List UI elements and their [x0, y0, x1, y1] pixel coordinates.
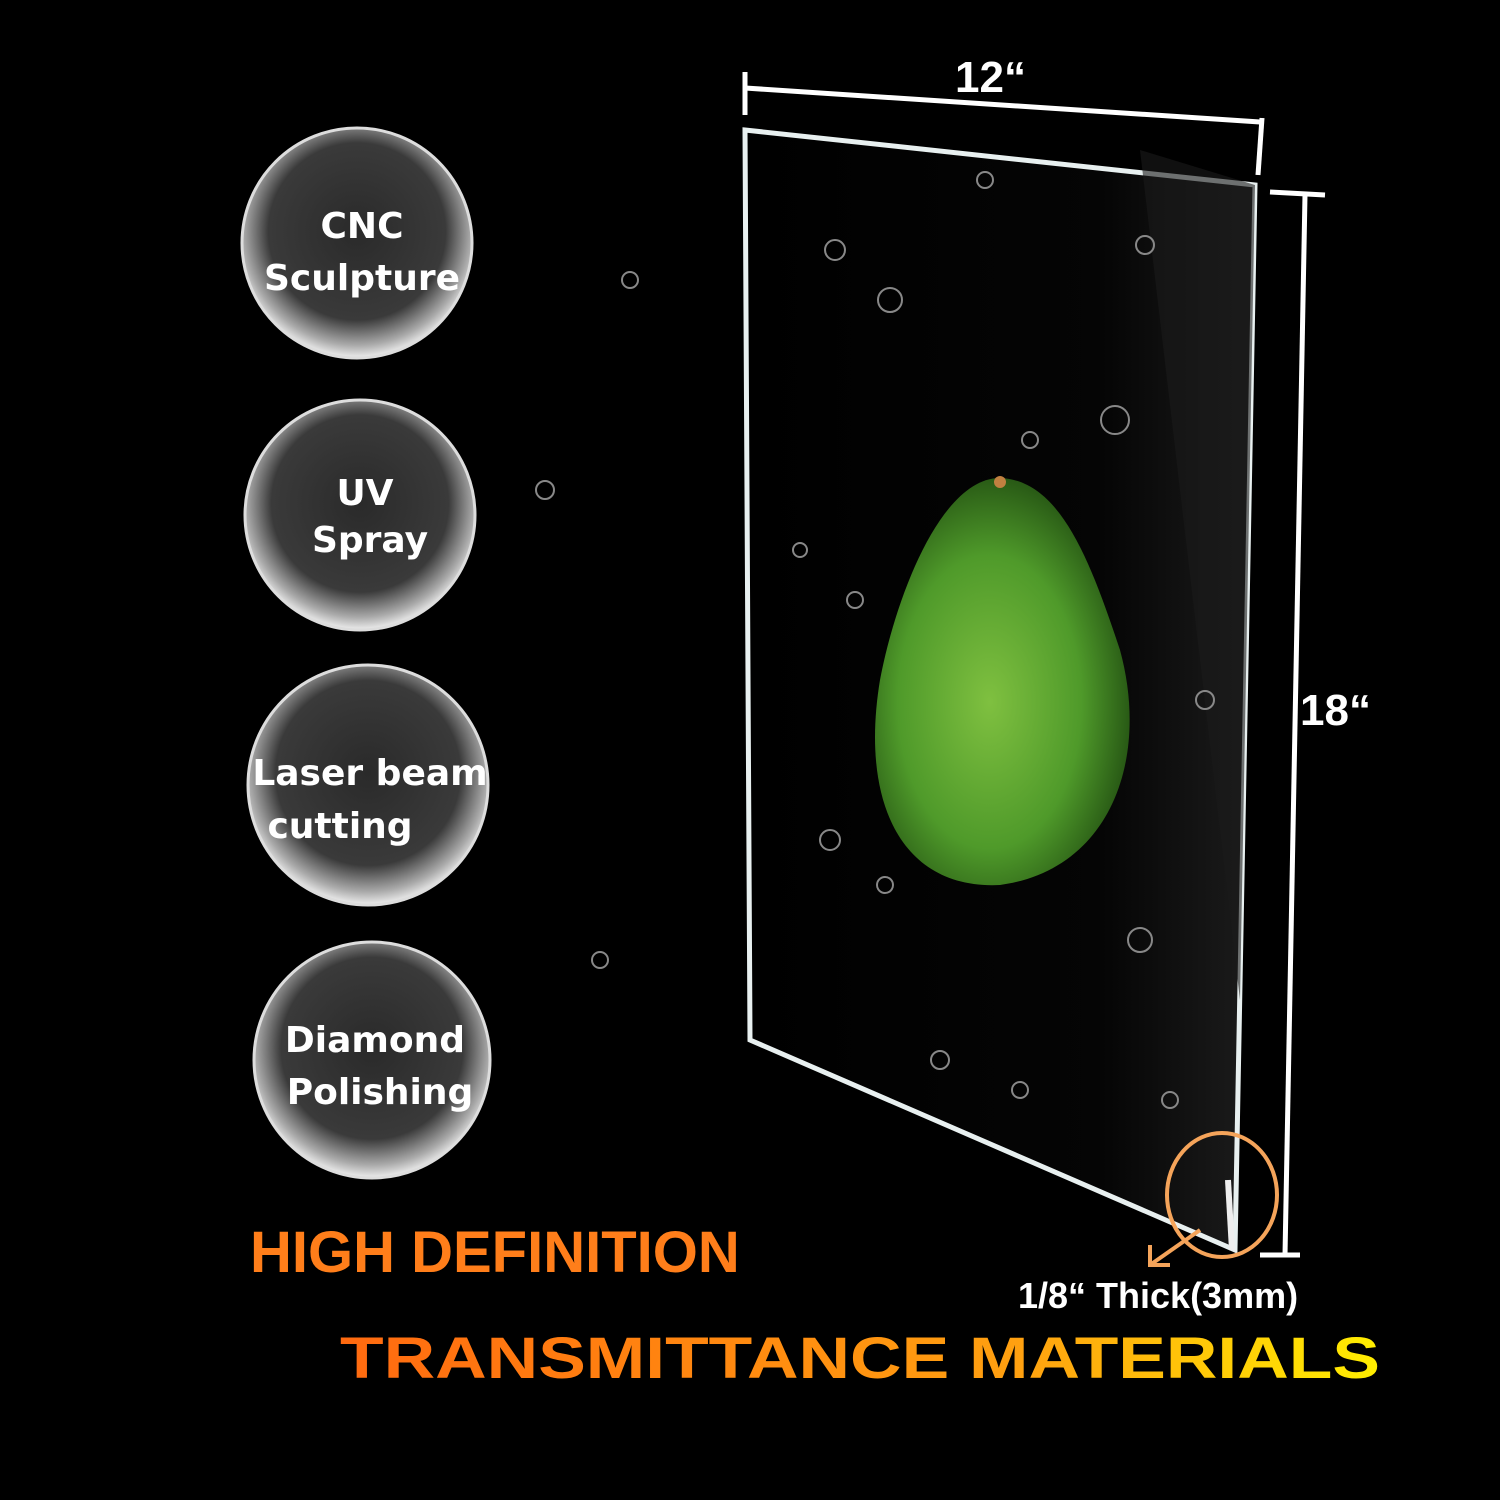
feature-label: Laser beam — [252, 753, 487, 794]
thickness-label: 1/8“ Thick(3mm) — [1018, 1275, 1298, 1316]
feature-label: cutting — [267, 806, 412, 847]
width-label: 12“ — [955, 53, 1026, 102]
feature-label: CNC — [321, 206, 404, 247]
feature-label: Diamond — [285, 1020, 465, 1061]
avocado-stem — [994, 476, 1006, 488]
width-dimension — [742, 72, 1265, 176]
avocado — [875, 478, 1130, 886]
feature-bubble-uv: UV Spray — [243, 398, 477, 632]
water-droplets — [535, 171, 1215, 1109]
feature-label: UV — [336, 473, 393, 514]
feature-label: Spray — [312, 520, 428, 561]
height-label: 18“ — [1300, 686, 1371, 735]
feature-bubble-cnc: CNC Sculpture — [240, 126, 474, 360]
headline-line-2: TRANSMITTANCE MATERIALS — [340, 1326, 1380, 1391]
headline-line-1: HIGH DEFINITION — [250, 1220, 740, 1285]
thickness-callout — [1148, 1131, 1279, 1267]
feature-label: Sculpture — [264, 258, 460, 299]
feature-bubble-diamond: Diamond Polishing — [252, 940, 492, 1180]
feature-bubble-laser: Laser beam cutting — [246, 663, 490, 907]
feature-label: Polishing — [287, 1072, 474, 1113]
height-dimension — [1260, 189, 1326, 1258]
